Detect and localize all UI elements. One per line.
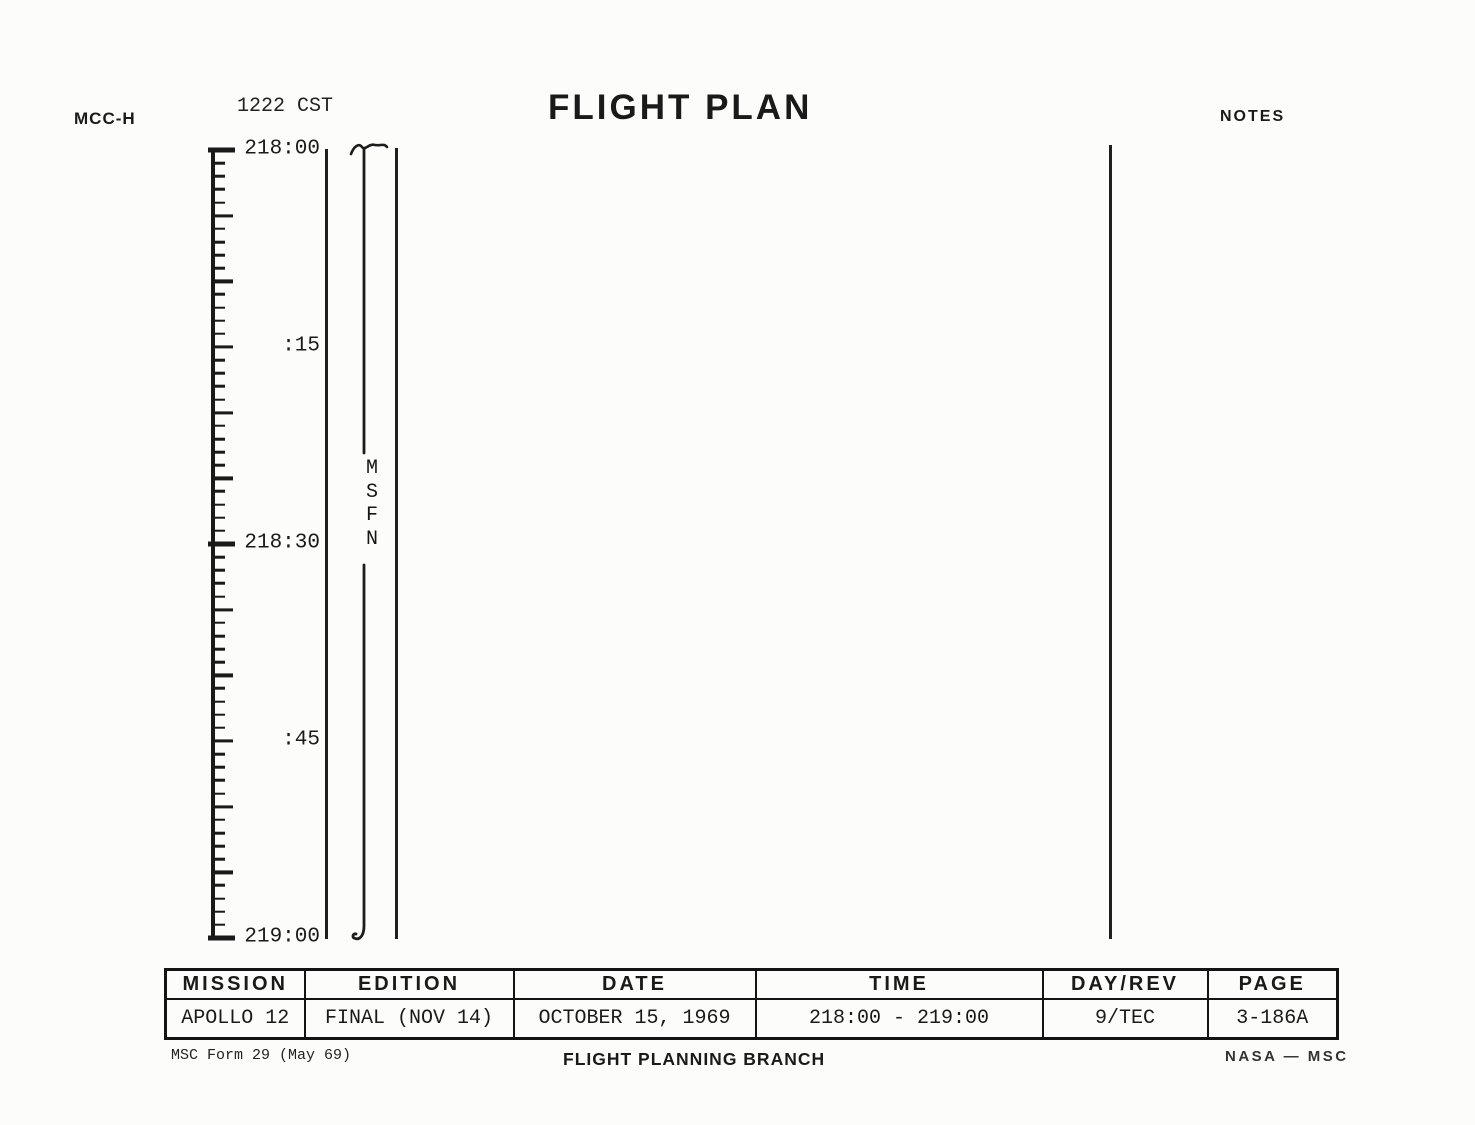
- ruler-tick: [214, 582, 225, 585]
- table-value-cell: APOLLO 12: [164, 998, 306, 1040]
- ruler-tick: [214, 188, 225, 191]
- ruler-tick: [214, 608, 233, 612]
- ruler-tick: [214, 923, 225, 927]
- ruler-tick: [214, 660, 225, 664]
- ruler-tick: [214, 161, 225, 165]
- table-header-cell: TIME: [754, 968, 1044, 1000]
- cst-time-label: 1222 CST: [237, 95, 334, 118]
- ruler-time-label: 219:00: [244, 925, 320, 949]
- ruler-tick: [214, 424, 225, 428]
- ruler-tick: [214, 411, 233, 415]
- footer-agency-label: NASA — MSC: [1225, 1048, 1349, 1065]
- ruler-tick: [214, 555, 225, 559]
- msfn-coverage-line: [349, 143, 389, 941]
- ruler-tick: [214, 805, 233, 809]
- ruler-tick: [214, 279, 233, 283]
- time-ruler-ticks: [208, 147, 241, 941]
- ruler-time-label: :45: [282, 728, 320, 752]
- ruler-tick: [214, 463, 225, 467]
- ruler-tick: [214, 713, 225, 717]
- ruler-tick: [214, 621, 225, 625]
- ruler-tick: [214, 857, 225, 861]
- table-header-cell: MISSION: [164, 968, 306, 1000]
- table-header-cell: EDITION: [303, 968, 515, 1000]
- table-value-row: APOLLO 12 FINAL (NOV 14) OCTOBER 15, 1969 2…: [164, 998, 1339, 1040]
- ruler-tick: [214, 398, 225, 401]
- ruler-tick: [214, 529, 225, 533]
- ruler-tick: [214, 476, 233, 480]
- ruler-tick: [214, 253, 225, 257]
- table-value-cell: FINAL (NOV 14): [303, 998, 515, 1040]
- ruler-tick: [214, 752, 225, 756]
- ruler-tick: [214, 844, 225, 848]
- ruler-tick: [214, 345, 233, 349]
- ruler-tick: [214, 870, 233, 874]
- ruler-tick: [214, 174, 225, 178]
- ruler-tick: [214, 201, 225, 204]
- ruler-tick: [214, 240, 225, 244]
- footer-form-number: MSC Form 29 (May 69): [171, 1047, 352, 1064]
- ruler-tick: [214, 818, 225, 822]
- ruler-tick: [214, 437, 225, 441]
- ruler-tick: [214, 319, 225, 323]
- ruler-tick: [214, 673, 233, 677]
- station-label: MCC-H: [74, 109, 136, 128]
- ruler-tick: [208, 935, 235, 941]
- notes-column-header: NOTES: [1220, 108, 1286, 125]
- ruler-tick: [214, 568, 225, 572]
- table-value-cell: 3-186A: [1206, 998, 1339, 1040]
- notes-divider-line: [1109, 145, 1112, 939]
- table-value-cell: OCTOBER 15, 1969: [512, 998, 757, 1040]
- timeline-column-line-left: [325, 149, 328, 939]
- ruler-tick: [214, 371, 225, 375]
- ruler-tick: [214, 884, 225, 887]
- ruler-tick: [214, 450, 225, 454]
- ruler-tick: [214, 910, 225, 914]
- ruler-tick: [214, 765, 225, 769]
- table-header-cell: PAGE: [1206, 968, 1339, 1000]
- page-title: FLIGHT PLAN: [548, 88, 813, 127]
- ruler-time-label: :15: [282, 334, 320, 358]
- ruler-tick: [214, 897, 225, 900]
- ruler-tick: [214, 385, 225, 388]
- ruler-tick: [208, 541, 235, 547]
- ruler-tick: [214, 490, 225, 493]
- table-value-cell: 9/TEC: [1041, 998, 1209, 1040]
- ruler-tick: [214, 516, 225, 520]
- ruler-tick: [214, 595, 225, 598]
- ruler-tick: [208, 147, 235, 153]
- ruler-tick: [214, 227, 225, 231]
- ruler-tick: [214, 779, 225, 782]
- ruler-tick: [214, 739, 233, 743]
- ruler-tick: [214, 687, 225, 690]
- ruler-tick: [214, 634, 225, 638]
- ruler-tick: [214, 831, 225, 835]
- ruler-tick: [214, 306, 225, 309]
- ruler-time-label: 218:00: [244, 137, 320, 161]
- time-ruler-labels: 218:00 :15 218:30 :45 219:00: [238, 137, 320, 948]
- mission-data-table: MISSION EDITION DATE TIME DAY/REV PAGE APOLLO…: [164, 968, 1339, 1040]
- ruler-tick: [214, 503, 225, 506]
- table-header-cell: DAY/REV: [1041, 968, 1209, 1000]
- table-value-cell: 218:00 - 219:00: [754, 998, 1044, 1040]
- ruler-tick: [214, 358, 225, 362]
- table-header-cell: DATE: [512, 968, 757, 1000]
- ruler-tick: [214, 726, 225, 730]
- ruler-tick: [214, 293, 225, 296]
- ruler-tick: [214, 647, 225, 651]
- ruler-tick: [214, 332, 225, 336]
- footer-branch-label: FLIGHT PLANNING BRANCH: [563, 1049, 826, 1069]
- ruler-tick: [214, 266, 225, 270]
- ruler-tick: [214, 792, 225, 795]
- ruler-time-label: 218:30: [244, 531, 320, 555]
- msfn-label: MSFN: [366, 457, 379, 551]
- ruler-tick: [214, 214, 233, 218]
- table-header-row: MISSION EDITION DATE TIME DAY/REV PAGE: [164, 968, 1339, 1000]
- ruler-tick: [214, 700, 225, 703]
- timeline-column-line-right: [395, 148, 398, 939]
